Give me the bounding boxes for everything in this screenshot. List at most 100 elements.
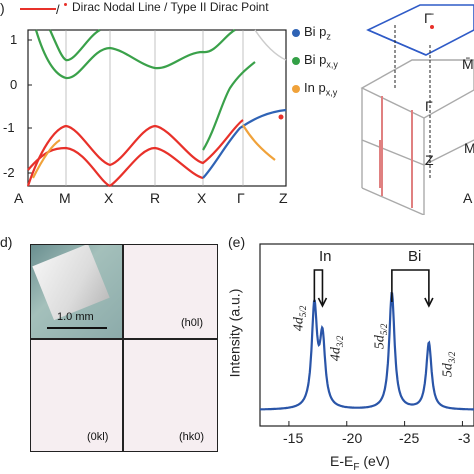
orbital-legend-bi-pxy: Bi px,y xyxy=(292,52,362,80)
band-legend-slash: / xyxy=(56,2,60,17)
xps-peak-label-1: 4d3/2 xyxy=(328,336,345,362)
bz-label-m-bar: M̄ xyxy=(462,56,474,72)
laue-pattern-h0l xyxy=(124,245,217,338)
xps-frame xyxy=(259,243,474,427)
xps-peak-3-sub: 3/2 xyxy=(447,351,458,364)
band-legend-text: Dirac Nodal Line / Type II Dirac Point xyxy=(72,0,269,14)
kpoint-label-X1: X xyxy=(104,190,114,206)
xps-ylabel: Intensity (a.u.) xyxy=(226,288,243,378)
xps-peak-label-0: 4d5/2 xyxy=(291,306,308,332)
panel-label-mid-right: (e) xyxy=(228,234,246,250)
bz-label-m: M xyxy=(464,140,474,156)
legend-in-pxy-sub: x,y xyxy=(325,87,338,98)
xps-peak-0-sub: 5/2 xyxy=(298,305,309,318)
xps-xtick-label-1: -20 xyxy=(342,430,363,446)
legend-label-in-pxy: In px,y xyxy=(304,80,337,98)
orbital-legend-in-pxy: In px,y xyxy=(292,80,362,108)
band-red-2 xyxy=(27,146,111,188)
laue-pattern-hk0 xyxy=(124,340,217,451)
legend-dot-orange xyxy=(292,85,300,93)
kpoint-label-A: A xyxy=(14,190,24,206)
kpoint-label-X2: X xyxy=(197,190,207,206)
xps-group-brackets xyxy=(313,269,434,308)
laue-label-h0l: (h0l) xyxy=(181,317,204,329)
legend-bi-pz-sub: z xyxy=(326,31,331,42)
kpoint-label-Gamma: Γ xyxy=(237,190,245,206)
band-ytick-m2: -2 xyxy=(3,165,15,180)
kpoint-label-Z: Z xyxy=(279,190,288,206)
bz-label-gamma-bar: Γ̄ xyxy=(424,10,432,26)
laue-label-0kl: (0kl) xyxy=(87,431,109,443)
legend-dot-green xyxy=(292,57,300,65)
bz-box xyxy=(360,59,474,215)
scale-bar-label: 1.0 mm xyxy=(57,311,94,323)
scale-bar xyxy=(47,327,107,329)
band-orange-2 xyxy=(242,124,276,161)
xps-xlabel: E-EF (eV) xyxy=(330,453,390,473)
band-frame xyxy=(27,29,287,187)
band-blue-1 xyxy=(202,108,287,179)
legend-bi-pxy-base: Bi p xyxy=(304,52,327,67)
bz-label-z: Z xyxy=(425,152,434,168)
xps-xlabel-text: E-E xyxy=(330,453,354,469)
band-green-2 xyxy=(48,29,101,62)
legend-bi-pxy-sub: x,y xyxy=(326,59,338,70)
laue-label-hk0: (hk0) xyxy=(179,431,205,443)
bz-label-a: A xyxy=(463,190,473,206)
xps-bracket-arrow-1 xyxy=(424,297,434,308)
xps-peak-2-sub: 5/2 xyxy=(379,323,390,336)
xps-peak-label-3: 5d3/2 xyxy=(440,352,457,378)
xps-bracket-arrow-0 xyxy=(317,297,328,308)
xps-group-in: In xyxy=(319,248,332,265)
laue-pattern-0kl xyxy=(31,340,122,451)
xps-peak-label-2: 5d5/2 xyxy=(372,324,389,350)
bz-gamma-bar-dot xyxy=(430,25,434,29)
panel-label-top-left: ) xyxy=(0,0,5,16)
xps-peak-1-sub: 3/2 xyxy=(335,335,346,348)
band-orange-1 xyxy=(32,139,61,179)
legend-bi-pz-base: Bi p xyxy=(304,24,327,39)
orbital-legend-bi-pz: Bi pz xyxy=(292,24,362,52)
xps-xlabel-unit: (eV) xyxy=(359,453,390,469)
xps-xtick-marks xyxy=(288,421,463,426)
band-ytick-0: 0 xyxy=(10,77,18,92)
orbital-legend: Bi pz Bi px,y In px,y xyxy=(292,24,362,108)
laue-divider-v xyxy=(122,245,124,451)
xps-xtick-label-0: -15 xyxy=(283,430,304,446)
brillouin-zone-diagram xyxy=(360,4,474,215)
bz-label-gamma: Γ xyxy=(425,98,433,114)
band-gray-1 xyxy=(254,29,287,61)
band-red-3 xyxy=(109,146,204,187)
band-ytick-m1: -1 xyxy=(3,120,15,135)
xps-peak-3-text: 5d xyxy=(440,363,456,378)
panel-label-mid-left: d) xyxy=(0,234,13,250)
xps-peak-0-text: 4d xyxy=(291,317,307,332)
legend-label-bi-pxy: Bi px,y xyxy=(304,52,338,70)
legend-label-bi-pz: Bi pz xyxy=(304,24,331,42)
xps-group-bi: Bi xyxy=(408,248,422,265)
xps-spectrum-line xyxy=(260,291,474,411)
band-ytick-1: 1 xyxy=(10,32,18,47)
laue-grid: 1.0 mm (h0l) (0kl) (hk0) xyxy=(30,244,218,452)
band-green-3 xyxy=(202,61,256,151)
band-green-1 xyxy=(34,29,236,80)
crystal-photo: 1.0 mm xyxy=(31,245,122,338)
bz-dirac-lines xyxy=(379,96,413,208)
band-red-1 xyxy=(26,119,244,187)
legend-in-pxy-base: In p xyxy=(304,80,326,95)
xps-xlabel-sub: F xyxy=(353,461,360,473)
xps-bracket-1 xyxy=(391,269,430,304)
xps-peak-1-text: 4d xyxy=(328,347,344,362)
band-legend-dot xyxy=(64,3,67,6)
xps-xtick-label-2: -25 xyxy=(399,430,420,446)
kpoint-label-M: M xyxy=(59,190,71,206)
xps-peak-2-text: 5d xyxy=(372,335,388,350)
xps-bracket-0 xyxy=(313,269,324,304)
dirac-point-dot xyxy=(278,114,284,120)
band-structure-plot xyxy=(26,29,287,188)
band-legend-line xyxy=(20,8,56,10)
laue-divider-h xyxy=(31,338,217,340)
band-kpoint-lines xyxy=(65,30,244,186)
legend-dot-blue xyxy=(292,29,300,37)
